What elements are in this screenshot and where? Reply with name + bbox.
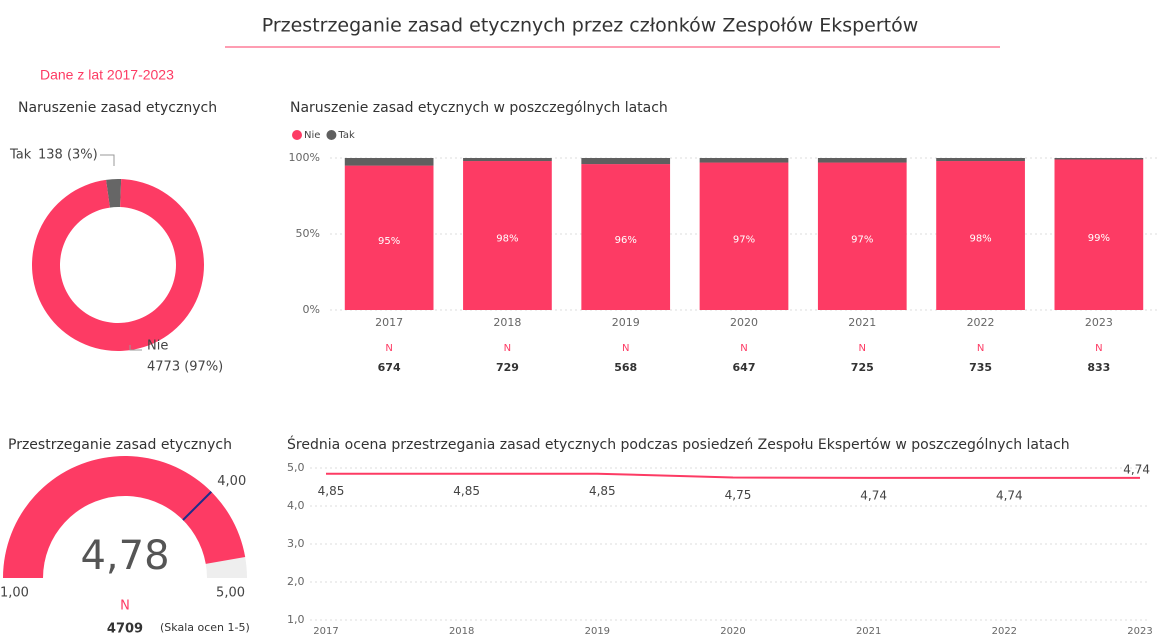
x-tick-label: 2021 [856,626,881,637]
bar-segment [817,158,907,163]
x-tick-label: 2019 [612,316,640,329]
count-value: 725 [851,361,874,374]
data-label: 4,74 [996,488,1023,502]
bar-value-label: 99% [1088,233,1110,244]
data-label: 4,74 [860,488,887,502]
y-tick-label: 0% [303,303,320,316]
bar-value-label: 98% [969,234,991,245]
line-title: Średnia ocena przestrzegania zasad etycz… [287,435,1070,453]
donut-slice [106,179,122,208]
data-label: 4,85 [318,484,345,498]
y-tick-label: 2,0 [287,575,305,588]
x-tick-label: 2022 [992,626,1017,637]
y-tick-label: 100% [289,151,320,164]
gauge-min: 1,00 [0,586,29,601]
bar-segment [344,165,434,310]
gauge-target [182,491,212,521]
bar-value-label: 97% [851,234,873,245]
y-tick-label: 4,0 [287,499,305,512]
count-value: 647 [733,361,756,374]
slice-label: Tak [9,148,32,163]
legend-marker [326,130,337,140]
bar-segment [581,158,671,165]
gauge-max: 5,00 [216,586,245,601]
bar-segment [817,162,907,310]
x-tick-label: 2017 [375,316,403,329]
x-tick-label: 2018 [449,626,474,637]
donut-title: Naruszenie zasad etycznych [18,100,217,116]
bar-value-label: 95% [378,236,400,247]
x-tick-label: 2023 [1085,316,1113,329]
count-value: 568 [614,361,637,374]
count-label: N [504,343,511,354]
bar-segment [463,161,552,310]
donut-slice [31,179,204,351]
gauge-value [3,456,246,578]
count-value: 4709 [107,622,143,637]
y-tick-label: 5,0 [287,461,305,474]
leader-line [100,154,115,166]
x-tick-label: 2020 [730,316,758,329]
subtitle: Dane z lat 2017-2023 [40,67,174,83]
count-value: 735 [969,361,992,374]
slice-label: Nie [147,339,168,354]
bar-segment [581,164,671,310]
legend-marker [292,130,302,140]
y-tick-label: 50% [296,227,320,240]
count-value: 674 [378,361,401,374]
bar-segment [1054,159,1144,310]
leader-line [129,345,142,351]
bar-segment [1054,158,1144,160]
gauge-title: Przestrzeganie zasad etycznych [8,437,232,453]
x-tick-label: 2018 [493,316,521,329]
slice-value: 4773 (97%) [147,360,223,375]
count-label: N [622,343,629,354]
x-tick-label: 2019 [585,626,610,637]
bar-value-label: 98% [496,234,518,245]
data-label: 4,75 [725,488,752,502]
bar-segment [463,158,552,162]
x-tick-label: 2017 [313,626,338,637]
count-label: N [1095,343,1102,354]
x-tick-label: 2022 [967,316,995,329]
x-tick-label: 2020 [720,626,745,637]
count-value: 729 [496,361,519,374]
count-label: N [859,343,866,354]
page-title: Przestrzeganie zasad etycznych przez czł… [262,15,919,37]
bar-segment [936,161,1025,310]
bar-segment [699,162,789,310]
bar-segment [699,158,789,163]
count-label: N [385,343,392,354]
bar-value-label: 97% [733,234,755,245]
legend-label: Tak [337,130,355,141]
scale-note: (Skala ocen 1-5) [160,621,250,634]
x-tick-label: 2021 [848,316,876,329]
bar-segment [936,158,1025,162]
y-tick-label: 3,0 [287,537,305,550]
y-tick-label: 1,0 [287,613,305,626]
count-label: N [740,343,747,354]
slice-value: 138 (3%) [38,148,98,163]
count-label: N [977,343,984,354]
gauge-value-label: 4,78 [80,533,169,579]
line-series [326,472,1140,479]
legend-label: Nie [304,130,320,141]
data-label: 4,85 [589,484,616,498]
count-label: N [120,599,130,614]
data-label: 4,85 [453,484,480,498]
x-tick-label: 2023 [1127,626,1152,637]
bar-segment [344,158,434,166]
data-label: 4,74 [1123,462,1150,476]
bar-value-label: 96% [615,235,637,246]
count-value: 833 [1087,361,1110,374]
target-label: 4,00 [217,474,246,489]
bar-title: Naruszenie zasad etycznych w poszczególn… [290,100,668,116]
